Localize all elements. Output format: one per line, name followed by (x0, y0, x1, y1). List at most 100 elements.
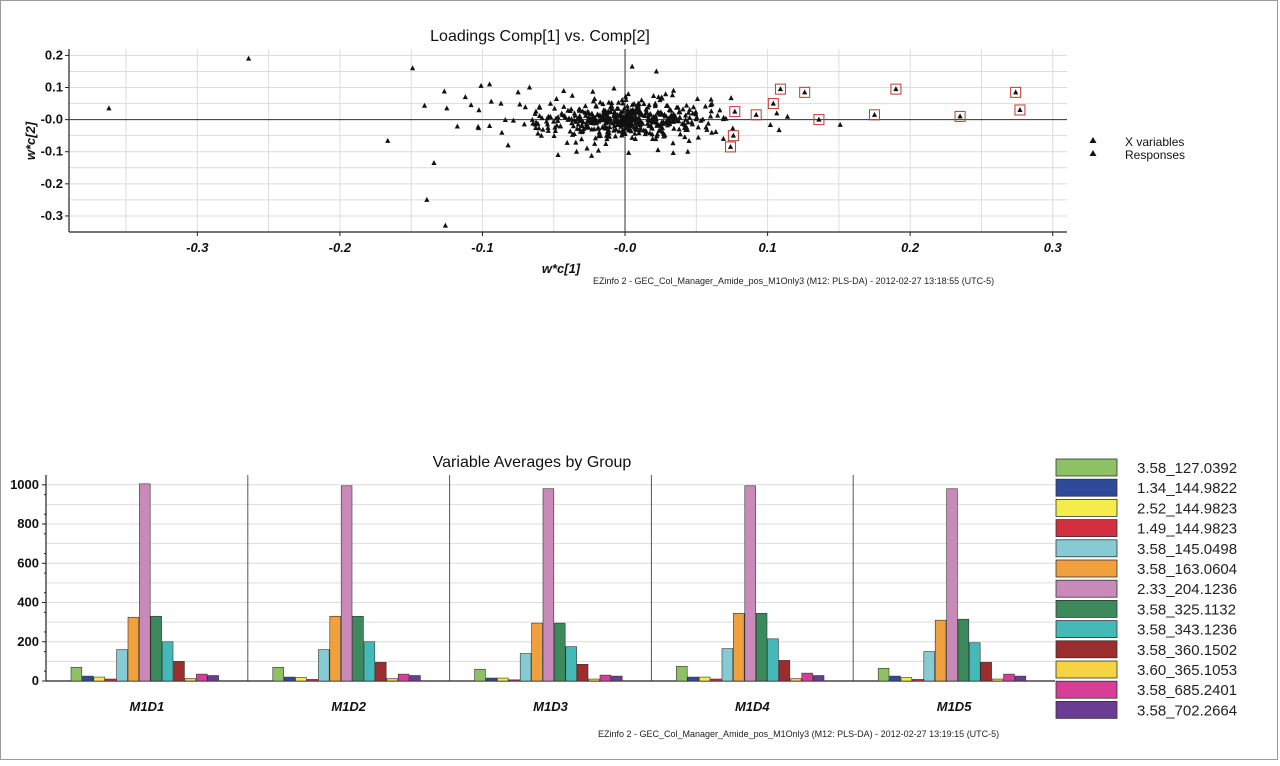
scatter-point (536, 103, 543, 109)
scatter-point (598, 115, 604, 121)
bar (116, 649, 128, 682)
scatter-point (658, 94, 665, 100)
scatter-point (647, 111, 654, 117)
scatter-point (618, 121, 624, 127)
bar-legend-label: 3.58_127.0392 (1137, 460, 1237, 477)
scatter-point (672, 113, 678, 119)
scatter-point (605, 113, 611, 119)
scatter-point (622, 112, 629, 118)
bar-y-tick-label: 600 (17, 555, 39, 570)
scatter-point (620, 127, 626, 133)
bar (554, 622, 566, 682)
bar-legend-label: 2.52_144.9823 (1137, 500, 1237, 517)
scatter-point (637, 125, 643, 131)
scatter-point (567, 128, 573, 134)
scatter-point (561, 87, 567, 93)
scatter-point (561, 103, 567, 109)
bar (1014, 675, 1027, 682)
scatter-y-axis-label: w*c[2] (23, 121, 38, 160)
scatter-point (708, 96, 714, 102)
scatter-point (659, 119, 665, 125)
scatter-point (654, 131, 660, 137)
scatter-point (595, 125, 601, 131)
scatter-point (649, 131, 655, 137)
bar (352, 615, 364, 682)
bar-category-label: M1D4 (735, 699, 770, 714)
scatter-point (535, 130, 541, 136)
scatter-y-tick-label: -0.3 (41, 208, 63, 223)
scatter-point (684, 126, 691, 132)
bar (295, 677, 307, 682)
scatter-point (626, 112, 632, 118)
scatter-point (695, 134, 701, 140)
scatter-point (570, 123, 577, 129)
scatter-point (646, 122, 652, 128)
scatter-point (565, 116, 571, 122)
variable-averages-bar-chart: Variable Averages by Group 0 200 400 600 800… (10, 454, 1237, 739)
scatter-point-highlighted (777, 86, 784, 92)
scatter-point (431, 159, 437, 165)
scatter-point (593, 117, 600, 123)
bar (196, 673, 208, 682)
bar (599, 674, 612, 682)
scatter-point (589, 111, 595, 117)
scatter-point (633, 116, 639, 122)
scatter-point (526, 84, 533, 90)
bar (173, 661, 185, 682)
scatter-point (659, 125, 666, 131)
scatter-point (681, 120, 687, 126)
scatter-point-highlighted (816, 116, 822, 122)
scatter-point (668, 112, 674, 118)
bar-y-tick-label: 0 (32, 673, 39, 688)
scatter-point (641, 100, 647, 106)
scatter-point (676, 126, 682, 132)
scatter-point-highlighted (893, 86, 899, 92)
bar-y-tick-label: 800 (17, 516, 39, 531)
bar (127, 616, 140, 682)
scatter-point (603, 141, 609, 147)
scatter-point-highlighted (1013, 89, 1019, 95)
scatter-point (600, 111, 607, 117)
scatter-point (660, 129, 666, 135)
scatter-point (730, 125, 736, 131)
scatter-point (632, 126, 638, 132)
scatter-point (592, 140, 598, 146)
scatter-point (544, 121, 551, 127)
scatter-point (650, 118, 656, 124)
scatter-point (444, 105, 450, 111)
scatter-highlight-box (774, 83, 786, 95)
scatter-point (539, 115, 545, 121)
scatter-point (615, 99, 622, 105)
scatter-highlight-box (813, 114, 825, 126)
bar (934, 619, 947, 682)
scatter-highlight-box (727, 130, 739, 142)
scatter-point (409, 65, 416, 71)
scatter-highlight-box (1014, 104, 1026, 116)
bar (386, 678, 398, 682)
scatter-point-highlighted (753, 111, 759, 117)
scatter-point (609, 100, 615, 106)
scatter-point (670, 87, 677, 93)
scatter-highlight-box (767, 98, 779, 110)
scatter-point (624, 120, 630, 126)
scatter-point (605, 108, 611, 114)
bar-legend-label: 1.34_144.9822 (1137, 480, 1237, 497)
scatter-point (717, 107, 723, 113)
scatter-point (635, 109, 641, 115)
bar-y-tick-label: 1000 (10, 477, 39, 492)
bar (397, 673, 410, 682)
scatter-point (586, 114, 592, 120)
scatter-point (454, 123, 460, 129)
bar-legend-label: 3.58_343.1236 (1137, 622, 1237, 639)
bar (900, 677, 913, 682)
scatter-point (597, 99, 603, 105)
bar (877, 667, 890, 682)
scatter-point (533, 108, 539, 114)
scatter-highlight-box (729, 106, 741, 118)
scatter-point (521, 121, 527, 127)
bar (104, 678, 117, 682)
scatter-point (631, 100, 637, 106)
scatter-point (557, 123, 564, 129)
scatter-point (767, 122, 774, 128)
scatter-point (488, 98, 494, 104)
